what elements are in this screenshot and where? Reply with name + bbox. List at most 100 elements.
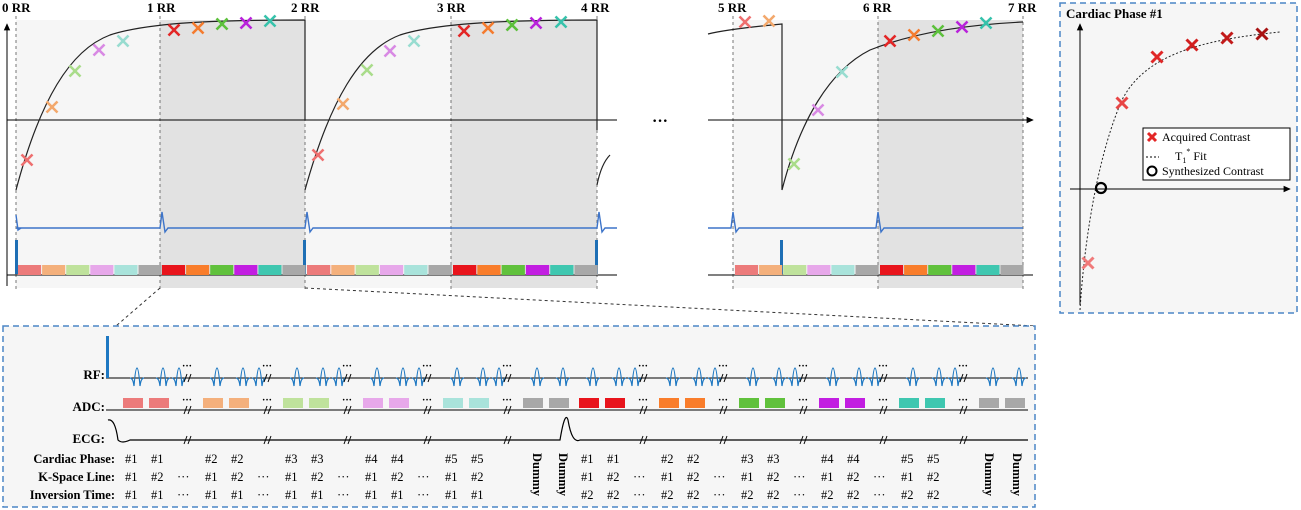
break-mark [639, 405, 644, 415]
kspace-cell: #1 [125, 470, 138, 484]
x-marker [979, 16, 993, 30]
x-marker [931, 24, 945, 38]
rf-pulse [155, 367, 171, 387]
kspace-cell: #1 [581, 470, 594, 484]
phase-cell: #1 [607, 452, 620, 466]
inversion-ellipsis: ··· [337, 488, 350, 502]
inversion-cell: #1 [445, 488, 458, 502]
rr-bg-dark [160, 20, 305, 288]
readout-block [453, 265, 477, 275]
rf-ellipsis: ··· [878, 361, 888, 372]
inversion-cell: #2 [901, 488, 914, 502]
adc-block [229, 398, 249, 408]
readout-block [550, 265, 574, 275]
ecg-trace [15, 211, 1023, 234]
break-mark [267, 435, 272, 445]
break-mark [883, 373, 888, 383]
kspace-cell: #2 [471, 470, 484, 484]
break-mark [423, 373, 428, 383]
rf-pulse [707, 367, 723, 387]
sequence-detail-panel: RF: ADC: ECG: ··························… [2, 325, 1036, 508]
kspace-ellipsis: ··· [873, 470, 886, 484]
inversion-ellipsis: ··· [873, 488, 886, 502]
readout-block [162, 265, 186, 275]
kspace-cell: #1 [741, 470, 754, 484]
x-marker [20, 153, 34, 167]
break-mark [959, 373, 964, 383]
readout-block [307, 265, 331, 275]
rf-pulse [171, 367, 187, 387]
x-marker [360, 63, 374, 77]
kspace-cell: #2 [151, 470, 164, 484]
break-mark [643, 373, 648, 383]
phase-cell: #5 [471, 452, 484, 466]
kspace-cell: #1 [821, 470, 834, 484]
x-marker [1115, 96, 1129, 110]
cardiac-phase-label: Cardiac Phase: [33, 452, 115, 466]
break-mark [347, 405, 352, 415]
adc-ellipsis: ··· [958, 395, 968, 406]
adc-block [443, 398, 463, 408]
phase-cell: #4 [365, 452, 378, 466]
inversion-ellipsis: ··· [633, 488, 646, 502]
inversion-cell: #2 [581, 488, 594, 502]
x-marker [481, 21, 495, 35]
break-mark [427, 435, 432, 445]
dummy-label: Dummy [982, 453, 996, 497]
break-mark [267, 373, 272, 383]
x-marker [835, 65, 849, 79]
adc-block [899, 398, 919, 408]
x-marker [383, 44, 397, 58]
break-mark [959, 435, 964, 445]
kspace-cell: #2 [391, 470, 404, 484]
phase-cell: #3 [767, 452, 780, 466]
readout-block [928, 265, 952, 275]
kspace-ellipsis: ··· [633, 470, 646, 484]
rf-pulse [851, 367, 867, 387]
adc-block [549, 398, 569, 408]
readout-block [210, 265, 234, 275]
rr-bg-dark [451, 20, 597, 288]
break-mark [883, 405, 888, 415]
adc-block [579, 398, 599, 408]
kspace-cell: #1 [205, 470, 218, 484]
rf-ellipsis: ··· [262, 361, 272, 372]
adc-block [685, 398, 705, 408]
legend-fit: T1* Fit [1175, 147, 1207, 165]
rf-pulse [745, 367, 761, 387]
x-marker [457, 24, 471, 38]
inversion-cell: #2 [847, 488, 860, 502]
inversion-cell: #2 [741, 488, 754, 502]
rf-pulse [665, 367, 681, 387]
x-marker [116, 34, 130, 48]
inversion-pulses [15, 240, 783, 274]
readout-block [574, 265, 598, 275]
break-mark [883, 435, 888, 445]
rr-label: 2 RR [291, 0, 320, 15]
break-mark [267, 405, 272, 415]
inset-title: Cardiac Phase #1 [1066, 6, 1163, 21]
rf-pulse [395, 367, 411, 387]
adc-block [1005, 398, 1025, 408]
break-mark [427, 405, 432, 415]
x-marker [167, 23, 181, 37]
rf-pulse [627, 367, 643, 387]
rf-pulse [475, 367, 491, 387]
rf-pulse [905, 367, 921, 387]
adc-block [523, 398, 543, 408]
break-mark [803, 405, 808, 415]
inversion-ellipsis: ··· [713, 488, 726, 502]
rr-label: 3 RR [437, 0, 466, 15]
phase-cell: #3 [311, 452, 324, 466]
adc-block [203, 398, 223, 408]
adc-block [739, 398, 759, 408]
fit-curve [1079, 31, 1281, 311]
break-mark [507, 435, 512, 445]
break-mark [427, 373, 432, 383]
rf-ellipsis: ··· [958, 361, 968, 372]
inversion-ellipsis: ··· [257, 488, 270, 502]
inversion-cell: #1 [205, 488, 218, 502]
inset-markers [1081, 27, 1269, 270]
rf-pulse [691, 367, 707, 387]
inversion-cell: #1 [231, 488, 244, 502]
